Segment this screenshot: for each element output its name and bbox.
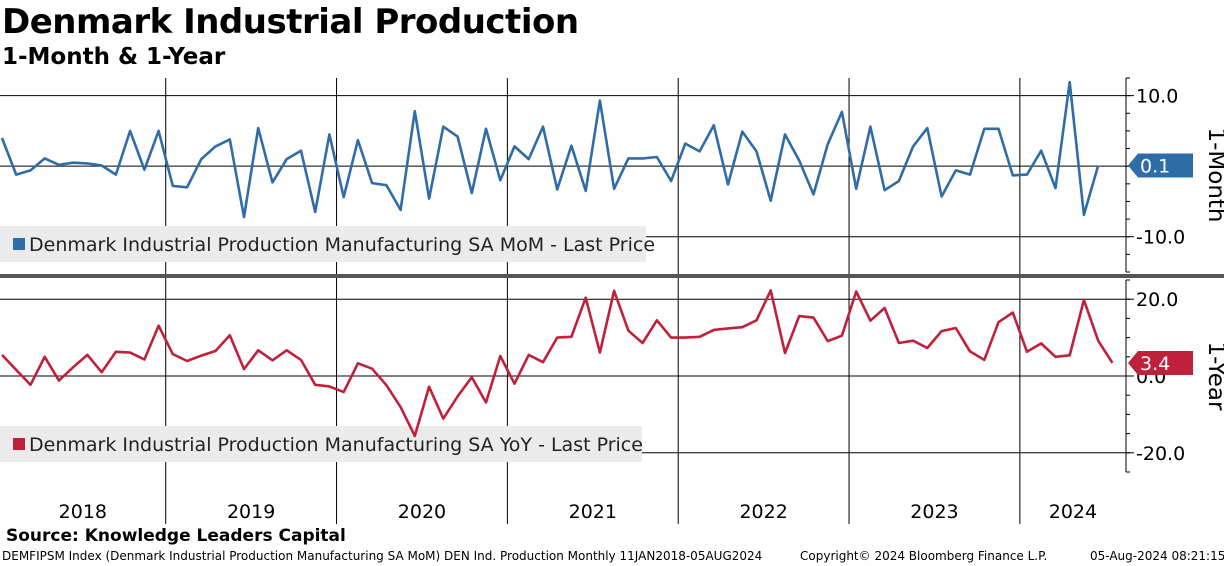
legend-label: Denmark Industrial Production Manufactur… — [29, 234, 655, 256]
last-value-label: 0.1 — [1140, 155, 1170, 177]
x-tick-label: 2023 — [910, 501, 958, 523]
last-value-tag: 0.1 — [1128, 153, 1193, 178]
legend-background — [0, 426, 642, 462]
last-value-tag: 3.4 — [1128, 350, 1193, 375]
index-description: DEMFIPSM Index (Denmark Industrial Produ… — [2, 549, 763, 563]
axis-title: 1-Year — [1203, 342, 1224, 411]
last-value-tag-shape — [1128, 350, 1193, 375]
x-tick-label: 2018 — [59, 501, 107, 523]
x-tick-label: 2020 — [398, 501, 446, 523]
x-tick-label: 2019 — [227, 501, 275, 523]
y-tick-label: 20.0 — [1136, 289, 1178, 311]
panel-separator — [0, 274, 1224, 278]
x-tick-label: 2022 — [739, 501, 787, 523]
legend-background — [0, 226, 646, 262]
chart-title: Denmark Industrial Production — [2, 2, 579, 42]
chart-subtitle: 1-Month & 1-Year — [2, 44, 226, 70]
y-tick-label: 10.0 — [1136, 86, 1178, 108]
last-value-tag-shape — [1128, 153, 1193, 178]
y-tick-label: -10.0 — [1136, 227, 1185, 249]
legend: Denmark Industrial Production Manufactur… — [0, 426, 643, 462]
legend-label: Denmark Industrial Production Manufactur… — [29, 434, 643, 456]
last-value-label: 3.4 — [1140, 353, 1170, 375]
x-tick-label: 2021 — [569, 501, 617, 523]
legend-swatch — [13, 238, 25, 250]
axis-title: 1-Month — [1203, 127, 1224, 222]
series-line — [0, 80, 1100, 219]
legend-swatch — [13, 438, 25, 450]
series-line — [1, 289, 1114, 438]
source-text: Source: Knowledge Leaders Capital — [6, 526, 346, 546]
x-tick-label: 2024 — [1049, 501, 1097, 523]
legend: Denmark Industrial Production Manufactur… — [0, 226, 655, 262]
copyright-text: Copyright© 2024 Bloomberg Finance L.P. — [800, 549, 1048, 563]
timestamp-text: 05-Aug-2024 08:21:15 — [1090, 549, 1224, 563]
y-tick-label: -20.0 — [1136, 443, 1185, 465]
